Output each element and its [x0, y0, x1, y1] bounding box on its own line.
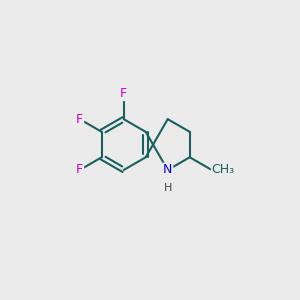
Text: N: N [163, 164, 172, 176]
Text: F: F [120, 87, 127, 100]
Text: F: F [76, 113, 83, 126]
Text: CH₃: CH₃ [212, 164, 235, 176]
Text: H: H [164, 183, 172, 193]
Text: F: F [76, 164, 83, 176]
